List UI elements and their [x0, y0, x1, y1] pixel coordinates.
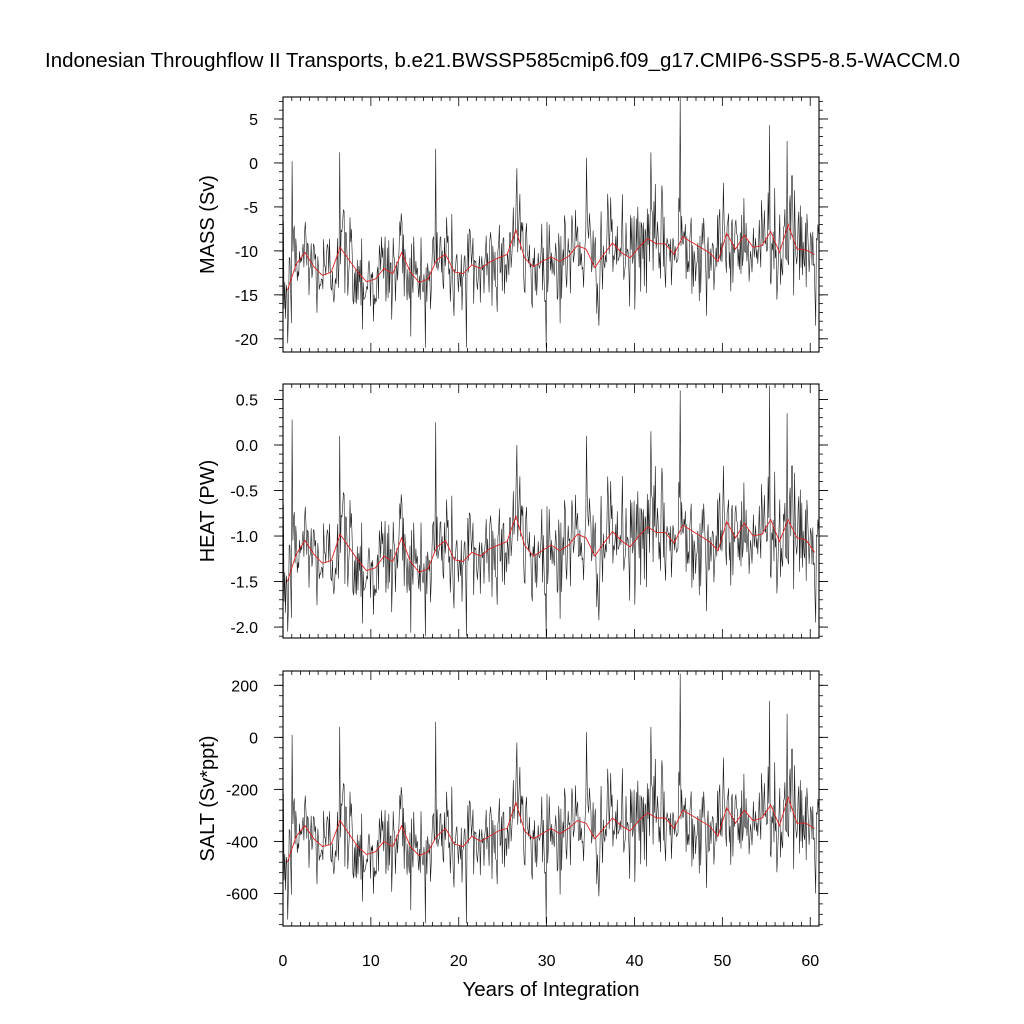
- y-tick-label-heat: 0.5: [236, 392, 258, 409]
- annual-series-mass: [286, 223, 815, 291]
- y-tick-label-mass: -10: [235, 244, 258, 261]
- annual-series-salt: [286, 795, 815, 863]
- annual-series-heat: [286, 514, 815, 582]
- figure-title: Indonesian Throughflow II Transports, b.…: [45, 49, 960, 72]
- panel-salt: 200 0 -200 -400 -600 SALT (Sv*ppt) 0 10 20 30 40 50…: [197, 670, 828, 970]
- panel-heat: 0.5 0.0 -0.5 -1.0 -1.5 -2.0 HEAT (PW): [197, 383, 828, 639]
- plot-frame-mass: [282, 96, 820, 353]
- y-axis-label-mass: MASS (Sv): [197, 175, 219, 274]
- y-tick-label-salt: -600: [226, 886, 258, 903]
- y-tick-label-salt: -200: [226, 782, 258, 799]
- x-tick-label: 30: [538, 953, 556, 970]
- y-tick-label-salt: 200: [231, 678, 258, 695]
- y-tick-label-salt: 0: [249, 730, 258, 747]
- y-tick-label-heat: -1.0: [230, 529, 258, 546]
- monthly-series-mass: [283, 97, 819, 348]
- plot-frame-heat: [282, 383, 820, 639]
- y-tick-label-heat: -2.0: [230, 620, 258, 637]
- y-tick-label-salt: -400: [226, 834, 258, 851]
- y-tick-label-heat: -1.5: [230, 575, 258, 592]
- x-tick-label: 0: [279, 953, 288, 970]
- y-tick-label-mass: 5: [249, 112, 258, 129]
- plot-frame-salt: [282, 670, 820, 927]
- y-tick-label-heat: -0.5: [230, 484, 258, 501]
- monthly-series-heat: [283, 385, 819, 637]
- x-tick-label: 20: [450, 953, 468, 970]
- x-tick-label: 40: [626, 953, 644, 970]
- x-axis-label: Years of Integration: [462, 978, 639, 1001]
- y-tick-label-mass: -20: [235, 332, 258, 349]
- monthly-series-salt: [283, 673, 819, 924]
- y-axis-label-heat: HEAT (PW): [197, 460, 219, 563]
- y-tick-label-mass: 0: [249, 156, 258, 173]
- y-tick-label-mass: -15: [235, 288, 258, 305]
- y-tick-label-heat: 0.0: [236, 438, 258, 455]
- x-tick-label: 60: [801, 953, 819, 970]
- x-tick-label: 10: [362, 953, 380, 970]
- y-tick-label-mass: -5: [244, 200, 258, 217]
- x-tick-label: 50: [713, 953, 731, 970]
- panel-mass: 5 0 -5 -10 -15 -20 MASS (Sv): [197, 96, 828, 353]
- y-axis-label-salt: SALT (Sv*ppt): [197, 736, 219, 862]
